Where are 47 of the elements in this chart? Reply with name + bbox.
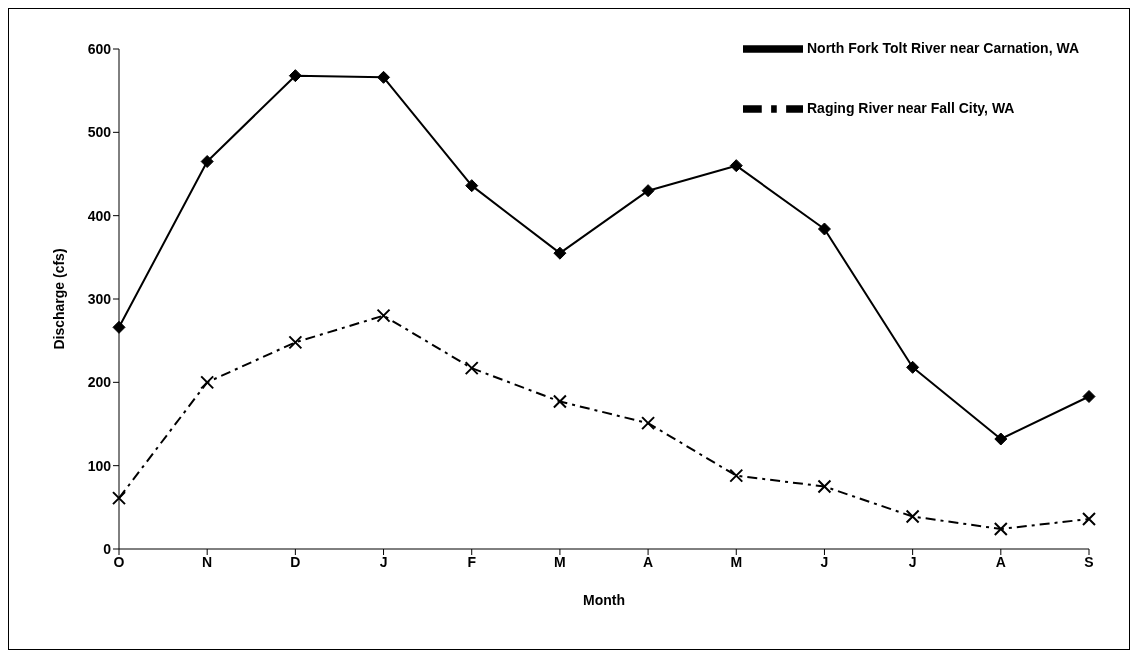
point [994,432,1008,446]
y-tick-label: 200 [87,374,112,391]
point [817,222,831,236]
x-tick-label: O [113,553,125,570]
y-tick-label: 500 [87,124,112,141]
point [464,361,479,376]
x-tick-label: M [554,553,566,570]
x-tick-label: D [290,553,301,570]
point [112,320,126,334]
x-tick-label: J [379,553,388,570]
x-tick-label: N [202,553,213,570]
point [200,155,214,168]
point [1082,390,1096,403]
x-tick-label: J [820,553,829,570]
y-tick-label: 600 [87,40,112,57]
y-tick-label: 300 [87,290,112,307]
point [377,70,391,84]
point [112,491,126,506]
x-axis-title: Month [583,592,625,608]
point [465,179,479,193]
x-tick-label: M [730,553,743,570]
point [641,416,656,431]
y-tick-label: 100 [87,457,112,474]
legend-label: North Fork Tolt River near Carnation, WA [807,40,1079,57]
x-tick-label: F [467,553,477,570]
point [817,479,832,494]
point [376,308,391,323]
x-tick-label: A [643,553,654,570]
x-tick-label: S [1084,553,1094,570]
point [200,375,215,390]
y-tick-label: 400 [87,207,112,224]
point [906,360,920,374]
point [905,509,920,524]
point [641,184,655,198]
x-tick-label: J [908,553,917,570]
point [729,159,743,173]
point [729,468,744,483]
legend-label: Raging River near Fall City, WA [807,100,1015,117]
point [288,69,302,83]
point [993,522,1008,536]
point [552,394,567,409]
point [553,246,567,260]
y-tick-label: 0 [103,540,112,557]
point [1082,512,1096,526]
y-axis-title: Discharge (cfs) [50,248,67,350]
x-tick-label: A [995,553,1006,570]
point [288,335,303,350]
